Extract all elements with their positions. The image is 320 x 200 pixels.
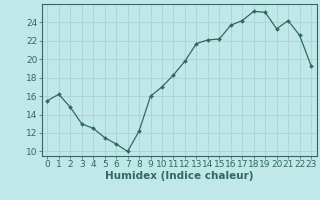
X-axis label: Humidex (Indice chaleur): Humidex (Indice chaleur) [105,171,253,181]
